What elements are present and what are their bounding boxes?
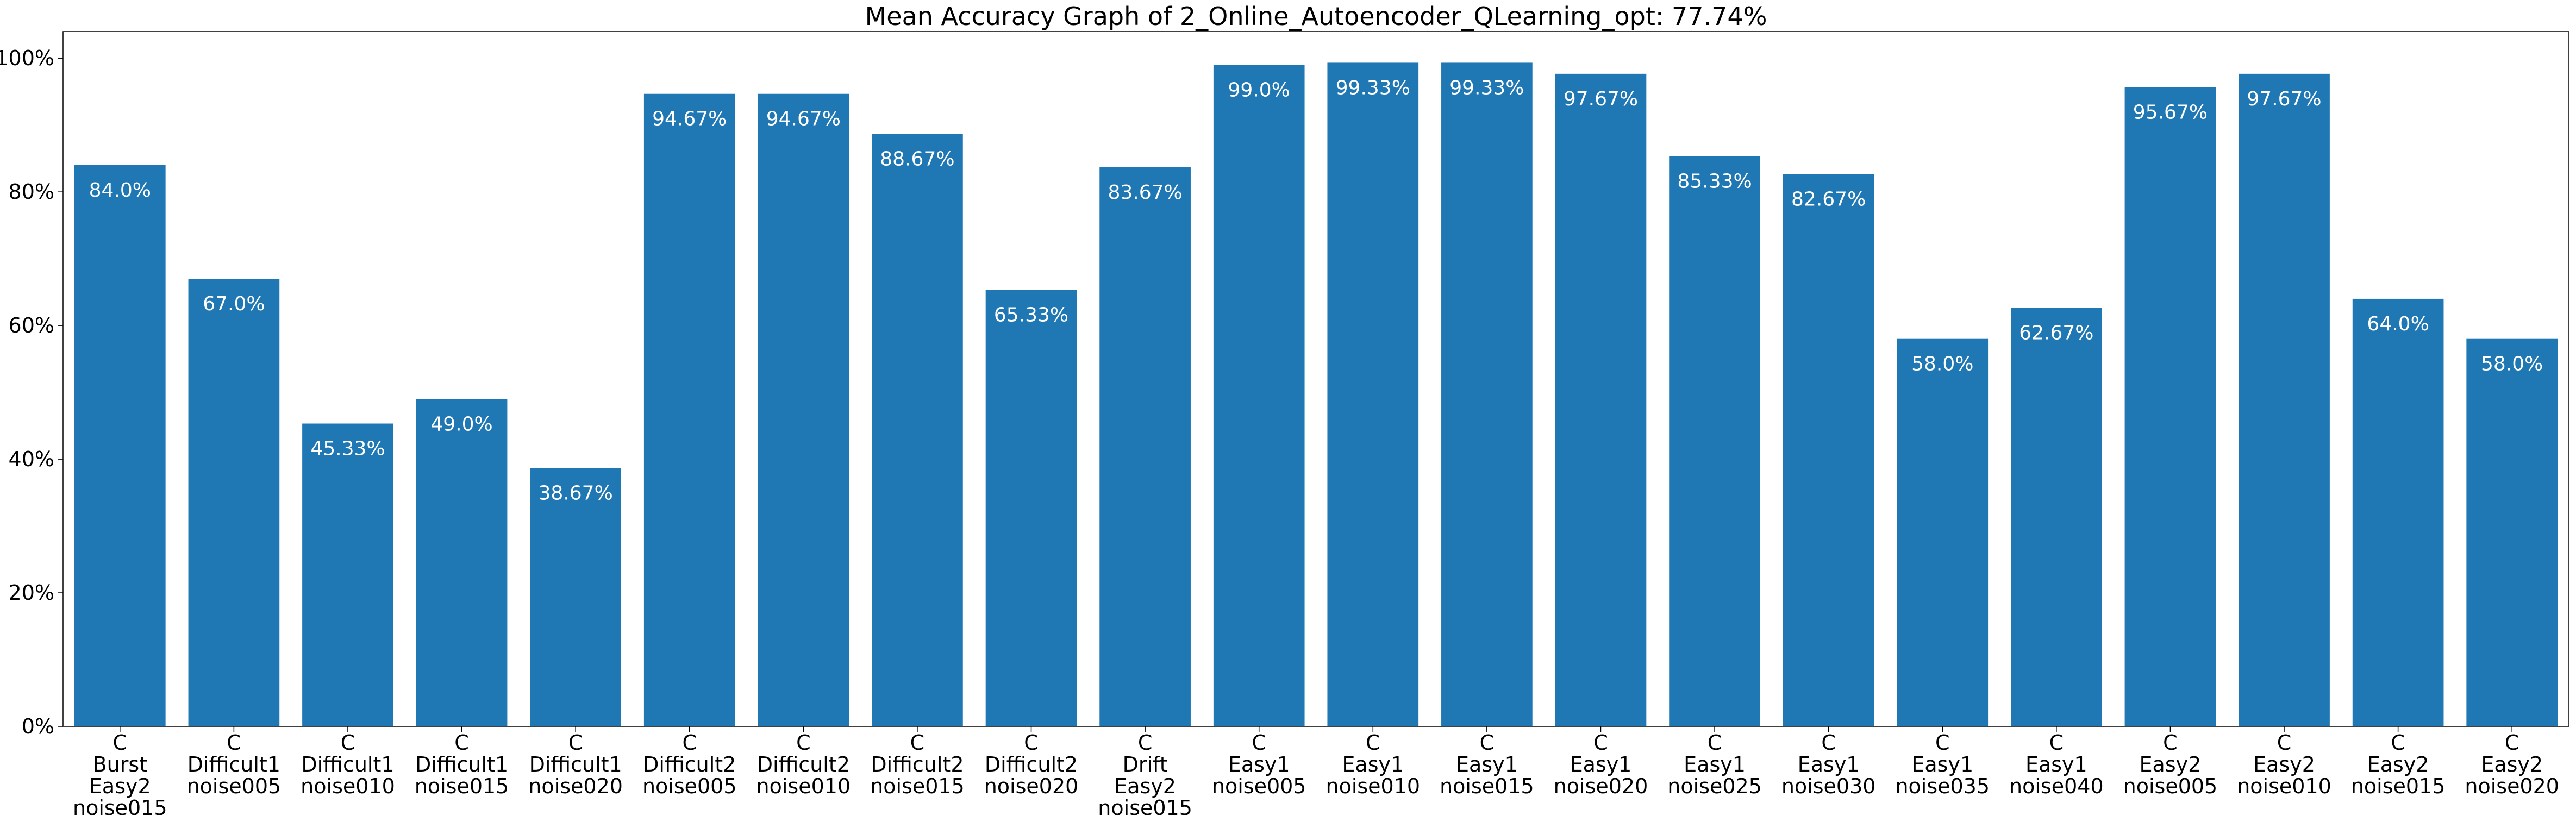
bar [2466,338,2558,726]
bar [2352,298,2444,726]
bar [1441,62,1533,727]
value-labels-group: 84.0% 67.0% 45.33% 49.0% 38.67% 94.67% 94.67% 8… [89,77,2543,504]
y-tick-label: 40% [9,447,54,471]
x-tick-label: C Difficult1 noise015 [415,731,509,798]
x-tick-label: C Difficult1 noise010 [301,731,395,798]
bar-value-label: 95.67% [2133,101,2208,123]
bar [872,134,963,726]
x-tick-label: C Easy1 noise005 [1212,731,1306,798]
x-tick-label: C Easy1 noise020 [1554,731,1648,798]
chart-title: Mean Accuracy Graph of 2_Online_Autoenco… [865,2,1767,31]
bar-value-label: 97.67% [2247,88,2321,110]
x-tick-label: C Difficult2 noise010 [756,731,851,798]
x-tick-label: C Easy1 noise025 [1667,731,1762,798]
y-tick-label: 60% [9,314,54,337]
y-tick-label: 80% [9,180,54,204]
bar [416,399,508,726]
x-tick-label: C Easy1 noise040 [2009,731,2104,798]
bar [1327,62,1419,727]
x-tick-label: C Difficult2 noise005 [642,731,737,798]
bar [1213,65,1305,727]
bar [1669,156,1760,726]
bar-value-label: 94.67% [652,108,727,130]
bar [1783,174,1874,726]
bar-value-label: 99.0% [1228,79,1290,101]
bar [985,290,1077,726]
y-tick-label: 20% [9,581,54,605]
bar [643,93,735,726]
bar-value-label: 58.0% [2481,353,2543,375]
bar-value-label: 62.67% [2019,322,2093,344]
bar-value-label: 38.67% [539,482,613,504]
x-tick-label: C Drift Easy2 noise015 [1098,731,1192,815]
bar-value-label: 64.0% [2367,313,2429,335]
bars-group [74,62,2558,727]
bar-value-label: 88.67% [880,148,954,171]
bar-value-label: 82.67% [1791,188,1866,210]
bar-value-label: 58.0% [1911,353,1973,375]
bar [530,468,621,726]
x-tick-label: C Easy2 noise010 [2237,731,2331,798]
x-tick-label: C Difficult1 noise005 [187,731,282,798]
x-tick-label: C Easy2 noise015 [2351,731,2446,798]
x-tick-label: C Easy1 noise010 [1325,731,1420,798]
x-tick-label: C Difficult2 noise020 [984,731,1079,798]
x-tick-label: C Easy2 noise020 [2465,731,2559,798]
bar-value-label: 49.0% [430,413,492,435]
x-tick-label: C Difficult2 noise015 [870,731,965,798]
bar [1897,338,1989,726]
bar [2239,73,2330,727]
x-tick-label: C Easy1 noise015 [1440,731,1534,798]
bar-value-label: 97.67% [1564,88,1638,110]
y-tick-label: 0% [22,714,54,738]
bar [2124,87,2216,726]
bar-value-label: 67.0% [203,293,265,315]
y-tick-label: 100% [0,46,54,70]
plot-frame [62,31,2569,727]
x-tick-label: C Easy2 noise005 [2123,731,2218,798]
bar [74,165,166,726]
x-axis: C Burst Easy2 noise015 C Difficult1 noise005 C D… [73,726,2559,815]
x-tick-label: C Difficult1 noise020 [528,731,623,798]
bar [1099,167,1191,726]
bar-value-label: 84.0% [89,179,151,202]
bar [1555,73,1647,727]
bar-value-label: 83.67% [1108,181,1182,204]
bar-value-label: 99.33% [1336,77,1410,99]
bar-value-label: 65.33% [994,304,1068,327]
bar [2011,308,2102,726]
x-tick-label: C Burst Easy2 noise015 [73,731,167,815]
bar-value-label: 45.33% [310,438,385,460]
bar [188,279,280,726]
bar-value-label: 94.67% [766,108,841,130]
bar-value-label: 85.33% [1677,171,1752,193]
x-tick-label: C Easy1 noise030 [1781,731,1876,798]
bar [758,93,849,726]
x-tick-label: C Easy1 noise035 [1895,731,1990,798]
bar-value-label: 99.33% [1449,77,1524,99]
y-axis: 0% 20% 40% 60% 80% 100% [0,46,63,738]
bar [302,423,393,726]
